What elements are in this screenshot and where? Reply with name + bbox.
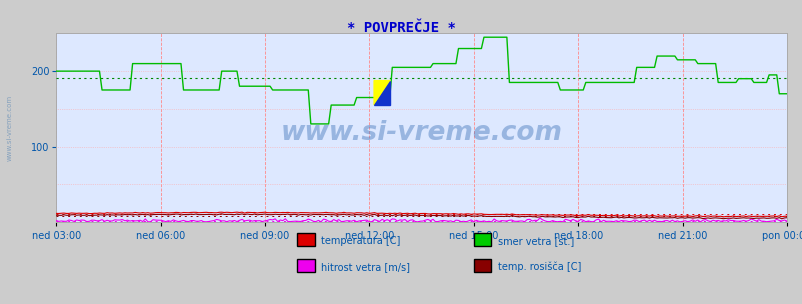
Text: temperatura [C]: temperatura [C] bbox=[321, 236, 400, 246]
Text: smer vetra [st.]: smer vetra [st.] bbox=[497, 236, 573, 246]
Polygon shape bbox=[374, 81, 390, 105]
Text: www.si-vreme.com: www.si-vreme.com bbox=[6, 95, 13, 161]
Text: * POVPREČJE *: * POVPREČJE * bbox=[346, 21, 456, 35]
Text: hitrost vetra [m/s]: hitrost vetra [m/s] bbox=[321, 262, 410, 272]
Text: temp. rosišča [C]: temp. rosišča [C] bbox=[497, 262, 581, 272]
Text: www.si-vreme.com: www.si-vreme.com bbox=[280, 120, 562, 146]
Polygon shape bbox=[374, 81, 390, 105]
